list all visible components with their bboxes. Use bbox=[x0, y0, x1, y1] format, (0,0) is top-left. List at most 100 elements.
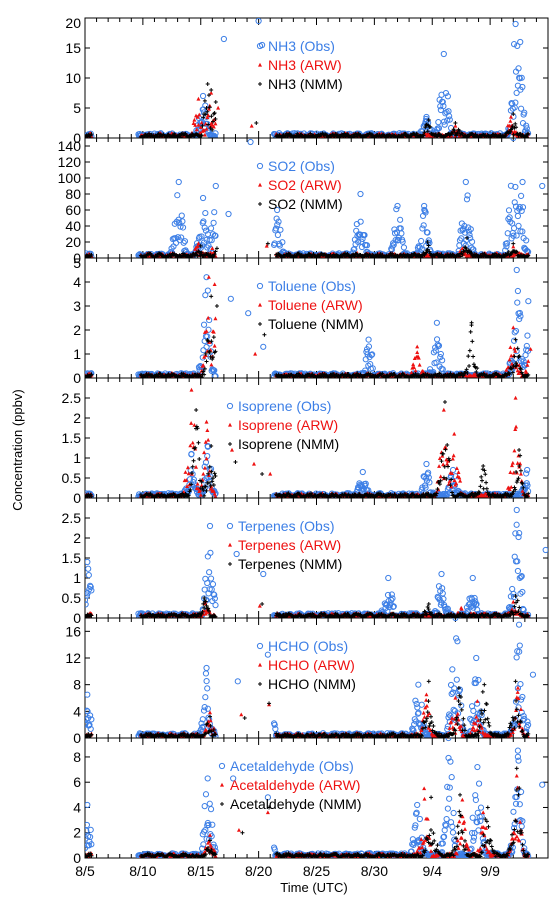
nmm-point bbox=[510, 366, 515, 371]
nmm-point bbox=[209, 339, 214, 344]
nmm-point bbox=[518, 366, 523, 371]
nmm-point bbox=[462, 249, 467, 254]
nmm-point bbox=[286, 251, 291, 256]
obs-point bbox=[468, 238, 476, 245]
legend-marker-obs bbox=[256, 162, 264, 170]
obs-peak bbox=[199, 194, 207, 202]
nmm-point bbox=[296, 251, 301, 256]
arw-point bbox=[508, 345, 513, 350]
arw-point bbox=[202, 132, 207, 137]
obs-point bbox=[439, 98, 446, 106]
obs-peak bbox=[245, 310, 252, 317]
nmm-point bbox=[355, 371, 360, 376]
obs-point bbox=[279, 239, 286, 246]
nmm-point bbox=[207, 350, 212, 355]
nmm-peak bbox=[265, 241, 270, 246]
obs-point bbox=[523, 122, 530, 129]
legend-marker-nmm bbox=[258, 202, 262, 206]
nmm-point bbox=[511, 132, 516, 137]
obs-peak bbox=[513, 266, 520, 274]
nmm-point bbox=[460, 252, 465, 257]
nmm-point bbox=[295, 131, 300, 136]
obs-point bbox=[519, 83, 526, 91]
legend-marker-arw bbox=[258, 62, 262, 67]
obs-point bbox=[198, 233, 205, 240]
nmm-point bbox=[403, 131, 408, 136]
y-tick-label: 0 bbox=[73, 490, 81, 506]
obs-point bbox=[515, 65, 522, 72]
obs-point bbox=[424, 229, 431, 236]
nmm-point bbox=[506, 249, 511, 254]
arw-point bbox=[204, 126, 209, 131]
obs-point bbox=[511, 329, 518, 336]
obs-point bbox=[516, 74, 523, 81]
arw-point bbox=[415, 350, 420, 355]
nmm-point bbox=[424, 250, 429, 255]
obs-point bbox=[212, 372, 219, 378]
y-tick-label: 20 bbox=[65, 15, 81, 31]
nmm-point bbox=[467, 363, 472, 368]
y-tick-label: 10 bbox=[65, 70, 81, 86]
nmm-point bbox=[206, 93, 211, 98]
legend-label: NH3 (ARW) bbox=[268, 57, 342, 73]
arw-peak bbox=[253, 351, 258, 356]
obs-point bbox=[517, 105, 525, 112]
nmm-point bbox=[507, 372, 512, 377]
nmm-point bbox=[461, 373, 466, 378]
obs-point bbox=[362, 480, 369, 487]
arw-point bbox=[204, 329, 209, 333]
obs-point bbox=[178, 212, 185, 219]
obs-point bbox=[426, 479, 433, 486]
nmm-point bbox=[196, 249, 201, 254]
nmm-point bbox=[515, 346, 520, 351]
arw-point bbox=[206, 315, 211, 320]
arw-point bbox=[411, 362, 416, 367]
nmm-point bbox=[199, 375, 204, 378]
obs-point bbox=[514, 42, 521, 50]
nmm-point bbox=[526, 253, 531, 258]
arw-peak bbox=[206, 275, 211, 279]
nmm-point bbox=[275, 254, 280, 258]
nmm-point bbox=[514, 361, 519, 366]
nmm-point bbox=[514, 250, 519, 255]
nmm-point bbox=[514, 249, 519, 254]
arw-point bbox=[524, 370, 529, 375]
obs-point bbox=[440, 103, 447, 110]
nmm-peak bbox=[469, 320, 474, 325]
nmm-point bbox=[209, 114, 214, 119]
obs-point bbox=[271, 240, 278, 247]
nmm-point bbox=[199, 250, 204, 255]
obs-point bbox=[506, 214, 513, 221]
obs-peak bbox=[423, 113, 430, 121]
nmm-point bbox=[510, 370, 515, 375]
nmm-point bbox=[518, 367, 523, 372]
y-tick-label: 140 bbox=[58, 138, 82, 154]
obs-point bbox=[206, 236, 213, 244]
obs-peak bbox=[440, 50, 447, 58]
legend-label: NH3 (Obs) bbox=[268, 38, 335, 54]
obs-point bbox=[503, 243, 510, 250]
nmm-point bbox=[200, 123, 205, 128]
nmm-point bbox=[471, 362, 476, 367]
arw-point bbox=[213, 121, 218, 126]
nmm-point bbox=[441, 135, 446, 138]
arw-point bbox=[206, 106, 211, 111]
obs-point bbox=[468, 244, 475, 251]
obs-point bbox=[200, 218, 207, 225]
nmm-point bbox=[202, 366, 207, 371]
obs-peak bbox=[519, 178, 526, 186]
arw-point bbox=[525, 362, 530, 367]
legend: NH3 (Obs)NH3 (ARW)NH3 (NMM) bbox=[256, 38, 343, 92]
obs-point bbox=[180, 239, 187, 246]
obs-point bbox=[514, 212, 522, 220]
obs-point bbox=[419, 225, 426, 232]
nmm-peak bbox=[511, 241, 516, 246]
y-tick-label: 20 bbox=[65, 234, 81, 250]
legend-label: Toluene (Obs) bbox=[268, 278, 356, 294]
y-tick-label: 0.5 bbox=[62, 470, 82, 486]
obs-peak bbox=[274, 206, 281, 214]
obs-point bbox=[508, 100, 515, 107]
y-tick-label: 1 bbox=[73, 450, 81, 466]
nmm-point bbox=[424, 123, 429, 128]
